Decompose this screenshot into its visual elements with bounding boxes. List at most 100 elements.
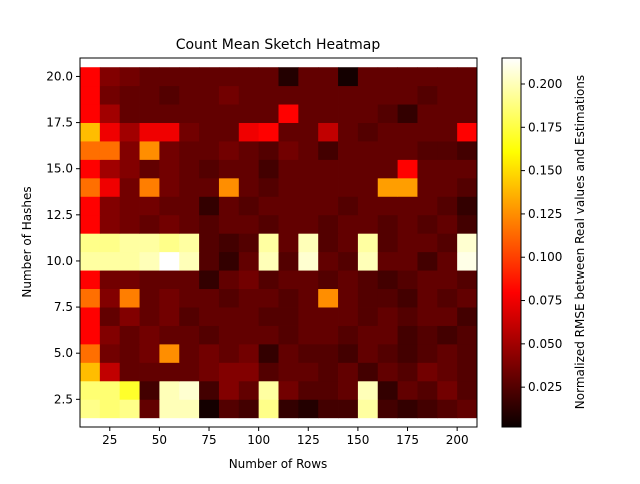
heatmap-cell	[437, 67, 458, 87]
heatmap-cell	[437, 104, 458, 123]
heatmap-cell	[318, 141, 339, 160]
heatmap-cell	[397, 141, 418, 160]
heatmap-cell	[238, 122, 260, 142]
heatmap-cell	[139, 362, 160, 382]
heatmap-cell	[238, 67, 260, 87]
heatmap-cell	[218, 288, 240, 308]
heatmap-cell	[457, 399, 478, 419]
heatmap-cell	[298, 251, 319, 271]
heatmap-cell	[159, 270, 180, 290]
heatmap-cell	[338, 362, 359, 382]
heatmap-cell	[377, 104, 398, 123]
heatmap-cell	[179, 288, 200, 308]
heatmap-cell	[278, 288, 299, 308]
heatmap-cell	[457, 85, 478, 105]
heatmap-cell	[417, 362, 438, 382]
heatmap-cell	[199, 380, 220, 400]
heatmap-cell	[199, 251, 220, 271]
heatmap-cell	[437, 288, 458, 308]
heatmap-cell	[338, 104, 359, 123]
heatmap-cell	[357, 214, 379, 234]
heatmap-cell	[457, 233, 478, 253]
heatmap-cell	[278, 196, 299, 216]
heatmap-cell	[457, 307, 478, 326]
heatmap-cell	[179, 270, 200, 290]
colorbar-tick-label: 0.100	[528, 250, 562, 264]
heatmap-cell	[338, 85, 359, 105]
heatmap-cell	[397, 399, 418, 419]
heatmap-cell	[457, 159, 478, 179]
heatmap-cell	[457, 288, 478, 308]
heatmap-cell	[119, 104, 140, 123]
heatmap-cell	[278, 380, 299, 400]
heatmap-cell	[278, 141, 299, 160]
heatmap-cell	[377, 288, 398, 308]
heatmap-cell	[457, 67, 478, 87]
heatmap-cell	[99, 159, 121, 179]
heatmap-cell	[119, 159, 140, 179]
heatmap-cell	[179, 67, 200, 87]
heatmap-cell	[80, 122, 101, 142]
heatmap-cell	[437, 122, 458, 142]
heatmap-cell	[80, 196, 101, 216]
heatmap-cell	[397, 343, 418, 363]
heatmap-cell	[397, 251, 418, 271]
y-axis-ticks: 2.5 5.0 7.5 10.0 12.5 15.0 17.5 20.0	[46, 69, 80, 406]
heatmap-cell	[377, 380, 398, 400]
heatmap-cell	[377, 214, 398, 234]
heatmap-cell	[417, 214, 438, 234]
heatmap-cell	[258, 214, 279, 234]
heatmap-cell	[179, 362, 200, 382]
heatmap-cell	[119, 214, 140, 234]
heatmap-cell	[258, 122, 279, 142]
heatmap-cell	[80, 177, 101, 197]
heatmap-cell	[338, 343, 359, 363]
heatmap-cell	[179, 307, 200, 326]
heatmap-cell	[199, 307, 220, 326]
heatmap-cell	[199, 177, 220, 197]
heatmap-cell	[99, 214, 121, 234]
heatmap-cell	[437, 159, 458, 179]
heatmap-cell	[357, 343, 379, 363]
heatmap-cell	[80, 325, 101, 345]
heatmap-cell	[119, 270, 140, 290]
heatmap-cell	[437, 177, 458, 197]
heatmap-cell	[179, 141, 200, 160]
x-tick-label: 100	[247, 433, 270, 447]
heatmap-cell	[199, 141, 220, 160]
heatmap-cell	[258, 177, 279, 197]
x-tick-label: 150	[346, 433, 369, 447]
heatmap-cell	[238, 159, 260, 179]
heatmap-cell	[80, 307, 101, 326]
heatmap-cell	[457, 270, 478, 290]
heatmap-cell	[99, 343, 121, 363]
heatmap-cell	[258, 288, 279, 308]
heatmap-cell	[199, 399, 220, 419]
heatmap-cell	[80, 104, 101, 123]
heatmap-cell	[258, 270, 279, 290]
heatmap-cell	[298, 67, 319, 87]
heatmap-cell	[139, 122, 160, 142]
heatmap-cell	[417, 104, 438, 123]
heatmap-cell	[179, 104, 200, 123]
heatmap-cell	[417, 122, 438, 142]
heatmap-cell	[338, 288, 359, 308]
heatmap-cell	[298, 399, 319, 419]
heatmap-cell	[159, 159, 180, 179]
heatmap-cell	[338, 141, 359, 160]
heatmap-cell	[377, 85, 398, 105]
heatmap-cell	[218, 214, 240, 234]
heatmap-cell	[258, 362, 279, 382]
x-axis-ticks: 25 50 75 100 125 150 175 200	[102, 427, 469, 447]
y-tick-label: 15.0	[46, 162, 73, 176]
heatmap-cell	[139, 104, 160, 123]
heatmap-cell	[139, 214, 160, 234]
heatmap-cell	[238, 251, 260, 271]
heatmap-cell	[298, 380, 319, 400]
heatmap-cell	[417, 270, 438, 290]
heatmap-cell	[278, 159, 299, 179]
heatmap-cell	[338, 307, 359, 326]
heatmap-cell	[238, 307, 260, 326]
heatmap-cell	[199, 67, 220, 87]
colorbar-frame	[501, 57, 522, 428]
